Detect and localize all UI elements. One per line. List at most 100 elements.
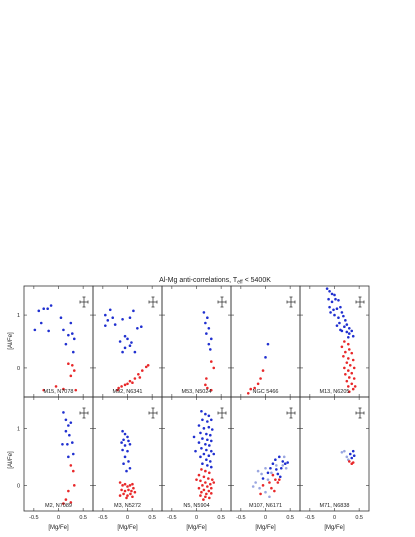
data-point-blue [71, 332, 74, 335]
data-point-red [128, 379, 132, 383]
data-point-blue [209, 465, 213, 469]
data-point-blue [39, 321, 43, 325]
y-tick-label: 0 [17, 483, 20, 489]
data-point-red [71, 469, 75, 473]
data-point-red [201, 484, 204, 487]
data-point-red [199, 494, 202, 497]
data-point-blue [205, 332, 208, 335]
panel-frame [230, 396, 301, 512]
chart-title: Al-Mg anti-correlations, Teff < 5400K [159, 277, 271, 286]
data-point-blue [209, 439, 213, 443]
data-point-blue [345, 330, 349, 334]
data-point-blue [345, 323, 349, 326]
panel-label: M92, N6341 [113, 389, 143, 395]
data-point-blue [347, 326, 351, 330]
data-point-red [118, 481, 122, 484]
panel-frame [23, 396, 94, 512]
data-point-red [209, 388, 213, 392]
data-point-blue [207, 326, 211, 330]
data-point-blue [123, 432, 127, 436]
data-point-red [125, 496, 128, 500]
data-point-blue [327, 297, 330, 301]
data-point-blue [108, 308, 112, 312]
data-point-red [256, 382, 260, 386]
data-point-blue [130, 341, 133, 344]
data-point-blue [204, 412, 207, 416]
data-point-red [123, 383, 127, 387]
data-point-blue [347, 335, 350, 339]
x-tick-label: -0.5 [236, 515, 245, 521]
data-point-blue [261, 477, 265, 480]
x-tick-label: 0.5 [355, 515, 363, 521]
data-point-red [253, 386, 256, 390]
y-axis-label-top: [Al/Fe] [8, 332, 14, 350]
data-point-blue [123, 455, 127, 459]
data-point-blue [208, 444, 211, 447]
data-point-light [281, 464, 285, 467]
x-axis-label: [Mg/Fe] [324, 525, 345, 531]
data-point-red [259, 492, 262, 496]
panel-2: M92, N6341 [92, 285, 163, 398]
data-point-blue [122, 462, 125, 465]
data-point-blue [209, 337, 213, 341]
data-point-blue [204, 443, 207, 446]
data-point-blue [338, 321, 341, 325]
x-tick-label: 0 [57, 515, 60, 521]
panel-4: NGC 5466 [230, 285, 301, 398]
data-point-blue [64, 418, 68, 422]
panel-label: M71, N6838 [320, 503, 350, 509]
data-point-red [120, 488, 123, 492]
data-point-light [251, 485, 255, 488]
data-point-red [130, 489, 133, 493]
data-point-blue [194, 449, 197, 453]
x-tick-label: -0.5 [98, 515, 107, 521]
data-point-blue [202, 311, 206, 314]
data-point-red [200, 490, 203, 494]
data-point-blue [276, 472, 280, 476]
data-point-blue [104, 324, 107, 327]
x-tick-label: -0.5 [167, 515, 176, 521]
data-point-red [209, 360, 213, 363]
data-point-blue [337, 316, 340, 320]
data-point-red [207, 477, 210, 480]
data-point-blue [71, 452, 75, 456]
data-point-red [351, 387, 355, 391]
data-point-red [347, 348, 351, 351]
data-point-blue [205, 458, 208, 462]
data-point-blue [111, 316, 115, 320]
data-point-red [207, 489, 211, 493]
data-point-blue [71, 350, 75, 354]
data-point-blue [125, 469, 128, 473]
data-point-blue [351, 449, 355, 453]
data-point-red [209, 486, 213, 490]
data-point-red [195, 478, 198, 481]
data-point-red [133, 490, 137, 494]
data-point-blue [343, 325, 346, 329]
data-point-blue [278, 455, 281, 459]
data-point-blue [209, 348, 212, 351]
data-point-blue [274, 458, 277, 462]
data-point-blue [207, 414, 211, 418]
data-point-red [202, 488, 206, 492]
data-point-blue [62, 411, 65, 414]
data-point-blue [330, 300, 334, 304]
panel-6: -0.5 0 0.5 0 1 M2, N7089 [Mg/Fe] [17, 396, 94, 531]
data-point-blue [123, 346, 127, 350]
data-point-blue [197, 441, 201, 444]
data-point-red [347, 357, 350, 360]
data-point-blue [205, 448, 208, 452]
data-point-blue [118, 340, 122, 343]
data-point-blue [126, 449, 129, 453]
data-point-red [259, 377, 262, 380]
panel-frame [161, 285, 232, 398]
data-point-red [122, 492, 125, 496]
data-point-blue [342, 314, 345, 318]
data-point-blue [212, 452, 216, 456]
data-point-blue [126, 435, 129, 439]
x-tick-label: 0 [333, 515, 336, 521]
data-point-red [133, 377, 137, 380]
data-point-blue [66, 443, 69, 446]
panel-label: N5, N5904 [183, 503, 209, 509]
x-tick-label: 0.5 [148, 515, 156, 521]
data-point-blue [271, 462, 275, 465]
